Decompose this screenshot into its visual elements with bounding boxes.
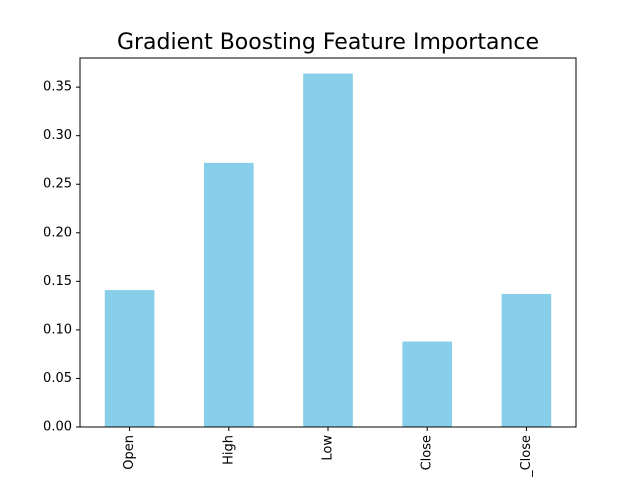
y-tick-label: 0.20: [43, 225, 72, 240]
y-tick-label: 0.10: [43, 322, 72, 337]
y-axis: 0.00 0.05 0.10 0.15 0.20 0.25 0.30 0.35: [43, 80, 80, 435]
y-tick-label: 0.15: [43, 274, 72, 289]
x-tick-label: Low: [321, 435, 336, 461]
bar-open: [104, 290, 155, 427]
y-tick-label: 0.25: [43, 177, 72, 192]
y-tick-label: 0.35: [43, 80, 72, 95]
x-tick-label: Close: [420, 435, 435, 470]
bars-group: [104, 73, 552, 428]
plot-frame: [79, 57, 577, 428]
x-tick-label: _Close: [519, 435, 534, 478]
chart-title: Gradient Boosting Feature Importance: [117, 30, 539, 55]
y-tick-label: 0.30: [43, 128, 72, 143]
y-tick-label: 0.05: [43, 371, 72, 386]
x-tick-label: High: [221, 435, 236, 465]
bar-close: [402, 341, 452, 427]
y-tick-label: 0.00: [43, 420, 72, 435]
bar-close: [501, 293, 552, 427]
x-tick-label: Open: [122, 435, 137, 470]
x-axis: Open High Low Close _Close: [122, 427, 534, 478]
bar-high: [204, 162, 254, 427]
bar-low: [303, 73, 353, 428]
